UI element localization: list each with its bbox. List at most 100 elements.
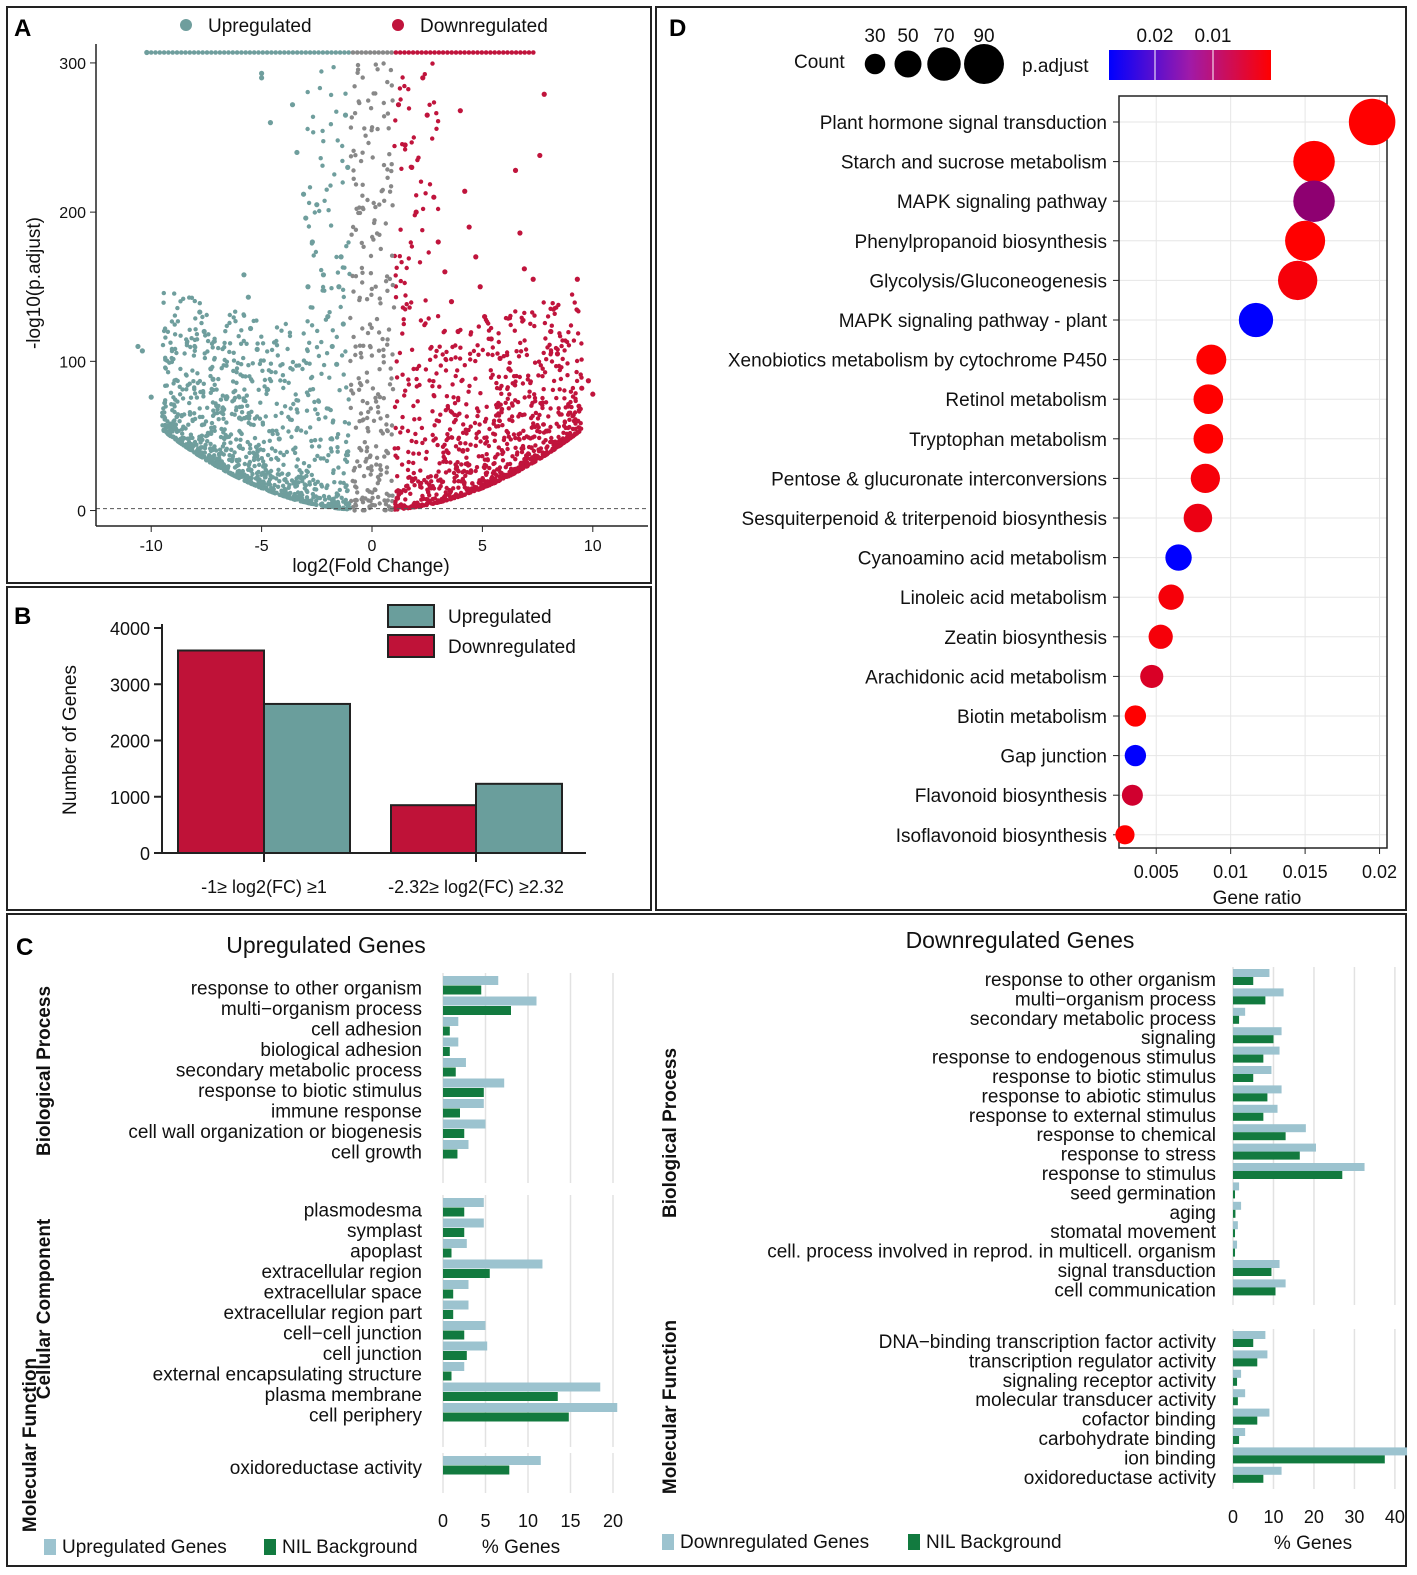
volcano-point <box>387 382 393 387</box>
down-term-label: response to stimulus <box>1042 1164 1216 1185</box>
volcano-point <box>514 373 519 379</box>
volcano-point <box>403 388 408 393</box>
volcano-point <box>477 422 482 427</box>
volcano-point <box>522 456 527 462</box>
volcano-point <box>192 411 197 416</box>
volcano-point <box>324 458 330 464</box>
volcano-point <box>431 100 437 105</box>
volcano-point <box>192 343 197 349</box>
volcano-point <box>401 317 406 322</box>
volcano-point <box>546 414 551 419</box>
volcano-point <box>452 401 458 406</box>
volcano-point <box>360 193 365 198</box>
up-term-label: cell−cell junction <box>283 1324 422 1345</box>
volcano-point <box>316 399 322 404</box>
volcano-point <box>376 410 381 415</box>
volcano-point <box>523 347 529 352</box>
volcano-point-down <box>548 328 554 335</box>
up-term-label: cell growth <box>331 1143 422 1164</box>
volcano-point <box>360 418 365 423</box>
volcano-point <box>442 442 447 447</box>
volcano-point <box>566 343 572 348</box>
volcano-point <box>244 393 249 398</box>
down-bar-genes <box>1233 1369 1242 1378</box>
volcano-point <box>447 427 453 432</box>
volcano-point-up <box>267 120 274 126</box>
volcano-capped-point <box>282 50 287 55</box>
volcano-point <box>406 382 412 387</box>
volcano-point <box>538 401 543 406</box>
volcano-point <box>449 410 455 415</box>
volcano-point <box>161 300 166 305</box>
volcano-capped-point <box>496 50 502 55</box>
volcano-point <box>370 386 376 391</box>
volcano-point <box>566 412 571 417</box>
volcano-capped-point <box>342 50 347 55</box>
up-bar-genes <box>443 1321 486 1330</box>
volcano-point <box>372 487 377 492</box>
volcano-point <box>345 452 350 458</box>
volcano-point <box>301 461 307 466</box>
volcano-point <box>444 437 449 443</box>
x-category-label: -2.32≥ log2(FC) ≥2.32 <box>388 877 564 897</box>
volcano-point <box>311 477 316 483</box>
volcano-point-up <box>329 343 335 350</box>
volcano-point <box>214 403 219 409</box>
volcano-point <box>418 318 424 323</box>
volcano-point <box>578 372 583 377</box>
volcano-point <box>279 328 284 333</box>
volcano-point <box>344 459 350 464</box>
volcano-point <box>417 416 422 421</box>
volcano-point <box>390 499 395 504</box>
volcano-point <box>506 406 511 411</box>
up-bar-genes <box>443 1403 618 1412</box>
volcano-point <box>443 490 448 495</box>
up-bar-genes <box>443 1078 505 1088</box>
volcano-point <box>541 454 546 459</box>
bar-downregulated <box>177 649 265 854</box>
volcano-point <box>512 328 517 333</box>
volcano-point-up <box>325 313 331 320</box>
volcano-point <box>178 299 183 304</box>
up-bar-background <box>443 1392 558 1401</box>
volcano-point <box>349 115 354 120</box>
volcano-point <box>263 472 268 478</box>
volcano-capped-point <box>372 50 377 55</box>
volcano-point <box>243 476 248 481</box>
kegg-dot-plot: D Plant hormone signal transductionStarc… <box>669 15 1397 909</box>
volcano-point <box>177 419 182 424</box>
volcano-point-up <box>135 343 141 350</box>
pathway-dot <box>1148 624 1173 649</box>
volcano-point <box>470 481 475 486</box>
size-legend-value: 50 <box>897 26 918 47</box>
volcano-point <box>238 470 244 475</box>
volcano-point <box>543 400 549 405</box>
volcano-point <box>564 339 570 345</box>
volcano-point <box>381 114 387 119</box>
volcano-point <box>253 482 258 487</box>
volcano-point <box>458 345 463 350</box>
volcano-point <box>258 400 263 405</box>
down-legend-bg-label: NIL Background <box>926 1532 1062 1553</box>
volcano-capped-point <box>260 50 266 55</box>
volcano-point <box>373 204 378 210</box>
down-bar-genes <box>1233 1046 1280 1055</box>
volcano-point <box>562 396 567 401</box>
volcano-point <box>507 392 512 397</box>
volcano-point <box>265 452 271 458</box>
volcano-point <box>290 359 296 365</box>
volcano-point <box>290 367 295 372</box>
up-bar-background <box>443 1088 484 1097</box>
volcano-point <box>327 375 332 380</box>
volcano-point <box>248 422 254 427</box>
volcano-point <box>267 376 272 382</box>
volcano-point <box>368 106 374 111</box>
volcano-point <box>443 408 448 413</box>
volcano-point <box>468 442 473 447</box>
volcano-point <box>279 410 284 416</box>
volcano-point-up <box>309 239 315 245</box>
volcano-point <box>364 456 369 462</box>
down-term-label: signaling receptor activity <box>1003 1371 1217 1392</box>
up-x-tick-label: 10 <box>518 1511 538 1531</box>
volcano-point <box>328 183 333 188</box>
